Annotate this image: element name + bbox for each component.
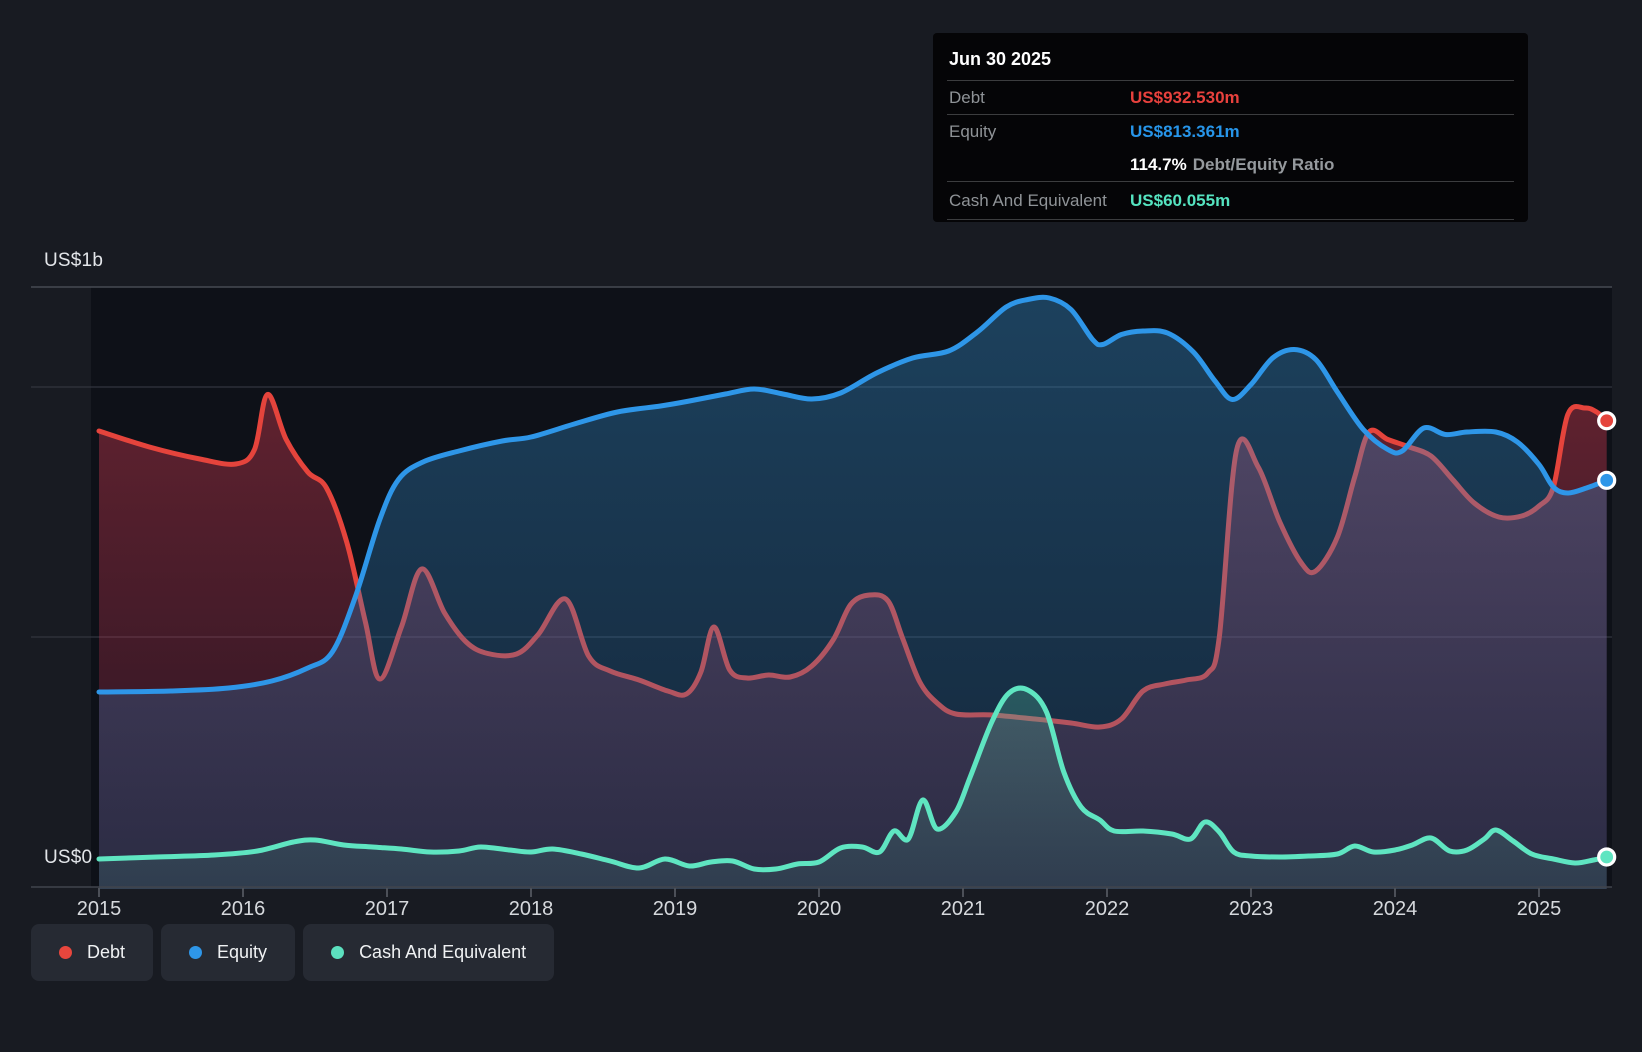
legend-label: Debt [87,942,126,962]
x-axis-label-2016: 2016 [220,898,266,920]
tooltip-divider [947,219,1514,220]
series-end-markers [1597,411,1617,867]
tooltip-value: US$60.055m [1130,190,1231,210]
tooltip-divider [947,80,1514,81]
tooltip-label: Cash And Equivalent [949,190,1107,210]
area-equity [99,297,1607,889]
x-axis-label-2021: 2021 [940,898,986,920]
x-axis-label-2019: 2019 [652,898,698,920]
x-axis-label-2018: 2018 [508,898,554,920]
tooltip-date: Jun 30 2025 [949,49,1052,69]
legend-item-equity[interactable]: Equity [161,924,296,981]
end-marker-cash-and-equivalent [1597,847,1617,867]
tooltip-label: Equity [949,121,997,141]
x-axis-label-2024: 2024 [1372,898,1418,920]
tooltip-value: US$932.530m [1130,87,1240,107]
legend-item-cash-and-equivalent[interactable]: Cash And Equivalent [303,924,555,981]
x-axis [31,886,1612,897]
y-axis-label-max: US$1b [44,250,104,271]
chart-tooltip: Jun 30 2025 Debt US$932.530m Equity US$813.… [933,33,1528,222]
tooltip-row-equity: Equity US$813.361m [933,115,1528,148]
x-axis-label-2020: 2020 [796,898,842,920]
tooltip-label: Debt [949,87,985,107]
end-marker-debt [1597,411,1617,431]
tooltip-row-cash-and-equivalent: Cash And Equivalent US$60.055m [933,182,1528,219]
tooltip-ratio-value: 114.7% [1130,154,1187,174]
y-axis-label-zero: US$0 [44,847,93,868]
tooltip-row-debt: Debt US$932.530m [933,81,1528,114]
equity-dot-icon [189,946,203,959]
series-areas [96,294,1610,889]
chart-legend: Debt Equity Cash And Equivalent [31,924,555,981]
line-cash-and-equivalent [96,685,1610,873]
tooltip-divider [947,114,1514,115]
line-equity [96,294,1610,695]
legend-label: Cash And Equivalent [359,942,527,962]
tooltip-value: US$813.361m [1130,121,1240,141]
tooltip-ratio-label: Debt/Equity Ratio [1192,154,1335,174]
x-axis-label-2015: 2015 [76,898,122,920]
tooltip-rows: Debt US$932.530m Equity US$813.361m 114.7% De… [933,80,1528,220]
x-axis-label-2022: 2022 [1084,898,1130,920]
tooltip-divider [947,181,1514,182]
x-axis-label-2023: 2023 [1228,898,1274,920]
tooltip-row-debt-equity-ratio: 114.7% Debt/Equity Ratio [933,148,1528,181]
x-axis-label-2025: 2025 [1516,898,1562,920]
cash-and-equivalent-dot-icon [331,946,345,959]
end-marker-equity [1597,470,1617,490]
debt-dot-icon [59,946,72,959]
legend-label: Equity [217,942,268,962]
x-axis-label-2017: 2017 [364,898,410,920]
legend-item-debt[interactable]: Debt [31,924,154,981]
